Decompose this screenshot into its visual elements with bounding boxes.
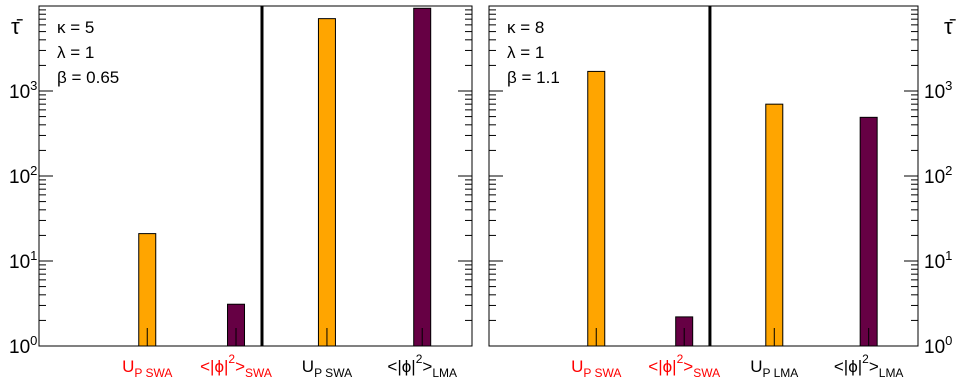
y-tick-label: 103: [9, 78, 37, 103]
param-label: λ = 1: [57, 43, 94, 62]
bar: [859, 116, 878, 347]
plot-frame: [38, 5, 473, 347]
x-category-label: <|ϕ|2>SWA: [200, 352, 272, 380]
x-category-label: <|ϕ|2>LMA: [387, 352, 457, 380]
y-tick-label: 102: [9, 163, 37, 188]
bar: [587, 70, 606, 347]
x-category-label: UP SWA: [302, 357, 352, 380]
x-category-label: <|ϕ|2>LMA: [834, 352, 904, 380]
y-tick-label: 100: [924, 333, 952, 358]
plot-frame: [488, 5, 919, 347]
param-label: β = 1.1: [507, 68, 560, 87]
y-tick-label: 102: [924, 163, 952, 188]
bar: [765, 103, 784, 347]
y-axis-label: τ̄: [944, 14, 956, 39]
y-tick-label: 100: [9, 333, 37, 358]
x-category-label: UP SWA: [571, 357, 621, 380]
y-tick-label: 103: [924, 78, 952, 103]
param-label: λ = 1: [507, 43, 544, 62]
x-category-label: <|ϕ|2>SWA: [648, 352, 720, 380]
y-axis-label: τ̄: [11, 14, 23, 39]
param-label: β = 0.65: [57, 68, 119, 87]
y-tick-label: 101: [9, 248, 37, 273]
bar: [413, 7, 432, 347]
chart-panel-right: 100 101 102 103 τ̄ UP SWA <|ϕ|2>SWA UP LMA <|ϕ|2…: [488, 5, 956, 380]
bar: [317, 18, 336, 347]
x-category-label: UP SWA: [122, 357, 172, 380]
param-label: κ = 5: [57, 18, 94, 37]
chart-panel-left: 100 101 102 103 τ̄ UP SWA <|ϕ|2>SWA UP SWA <|ϕ|2…: [9, 5, 473, 380]
x-category-label: UP LMA: [750, 357, 798, 380]
param-label: κ = 8: [507, 18, 544, 37]
y-tick-label: 101: [924, 248, 952, 273]
